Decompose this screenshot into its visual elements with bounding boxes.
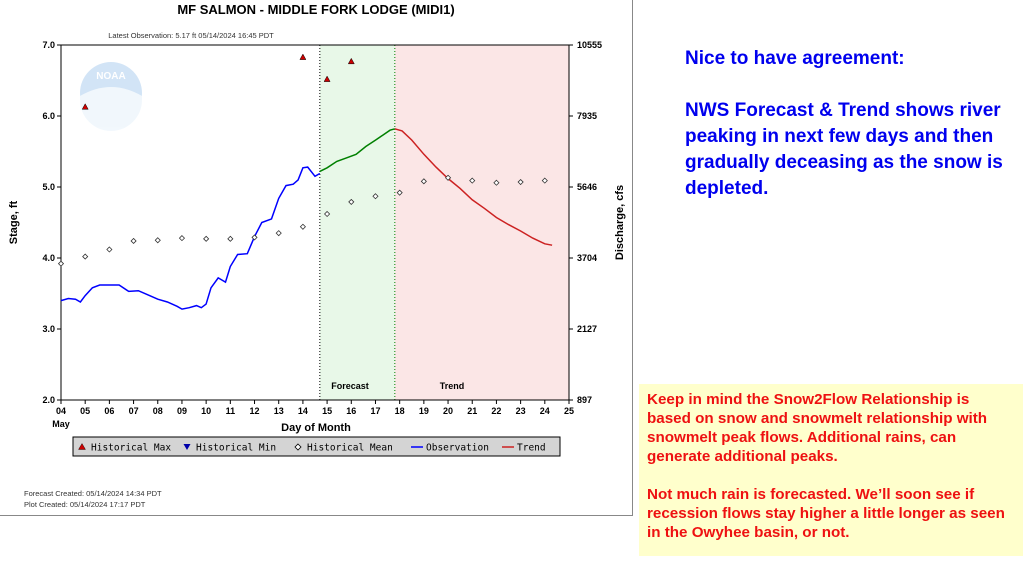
commentary-heading: Nice to have agreement: <box>685 48 905 69</box>
x-tick-label: 08 <box>153 406 163 416</box>
historical-mean-point <box>275 230 282 237</box>
hydrograph-chart: NOAA 2.0 3.0 4.0 5.0 6.0 7.0 897 2127 3704 5646 793… <box>8 2 626 509</box>
y-tick-label-right: 7935 <box>577 111 597 121</box>
historical-max-point <box>347 57 355 65</box>
month-label: May <box>52 419 70 429</box>
x-tick-label: 04 <box>56 406 66 416</box>
historical-mean-point <box>178 235 186 242</box>
noaa-logo-text: NOAA <box>96 71 125 82</box>
historical-max-point <box>323 75 331 82</box>
y-tick-label-left: 3.0 <box>42 324 55 334</box>
x-tick-label: 06 <box>104 406 114 416</box>
x-tick-label: 24 <box>540 406 550 416</box>
y-tick-label-left: 4.0 <box>42 253 55 263</box>
historical-mean-point <box>106 246 113 253</box>
historical-mean-point <box>493 179 500 186</box>
note-box: Keep in mind the Snow2Flow Relationship … <box>639 384 1023 556</box>
x-tick-label: 17 <box>370 406 380 416</box>
noaa-watermark-logo: NOAA <box>80 62 142 131</box>
forecast-series-line <box>319 128 396 173</box>
historical-mean-point <box>469 177 476 184</box>
observation-series-line <box>60 166 321 310</box>
historical-mean-point <box>396 189 403 196</box>
y-tick-label-left: 7.0 <box>42 40 55 50</box>
x-tick-label: 15 <box>322 406 332 416</box>
legend-label: Trend <box>517 443 546 454</box>
historical-mean-point <box>444 174 452 181</box>
legend-symbol-historical-mean <box>294 443 302 451</box>
historical-mean-point <box>517 178 524 186</box>
forecast-created-label: Forecast Created: 05/14/2024 14:34 PDT <box>24 489 162 498</box>
x-tick-label: 20 <box>443 406 453 416</box>
y-tick-label-right: 2127 <box>577 324 597 334</box>
historical-mean-point <box>130 237 137 245</box>
historical-max-point <box>299 53 307 60</box>
legend-label: Historical Mean <box>307 443 393 454</box>
x-tick-label: 16 <box>346 406 356 416</box>
x-tick-label: 09 <box>177 406 187 416</box>
x-tick-label: 13 <box>274 406 284 416</box>
x-tick-label: 19 <box>419 406 429 416</box>
forecast-region-label: Forecast <box>331 381 369 391</box>
historical-max-point <box>81 103 89 110</box>
historical-mean-point <box>299 223 306 230</box>
historical-mean-point <box>324 210 331 218</box>
noaa-logo-circle <box>80 62 142 124</box>
x-tick-label: 05 <box>80 406 90 416</box>
historical-mean-point <box>251 234 258 241</box>
noaa-logo-lower <box>80 87 142 131</box>
legend-symbol-historical-min <box>183 444 191 450</box>
legend-label: Historical Max <box>91 443 171 454</box>
x-tick-label: 21 <box>467 406 477 416</box>
x-axis-label: Day of Month <box>281 422 351 434</box>
x-tick-label: 10 <box>201 406 211 416</box>
trend-region <box>394 45 569 400</box>
historical-mean-point <box>227 235 234 242</box>
legend-box <box>72 436 561 457</box>
historical-mean-point <box>203 235 210 242</box>
y-tick-label-left: 2.0 <box>42 395 55 405</box>
latest-observation-label: Latest Observation: 5.17 ft 05/14/2024 1… <box>108 31 274 40</box>
chart-legend: Historical Max Historical Min Historical M… <box>72 436 561 457</box>
y-axis-label-right: Discharge, cfs <box>614 185 626 260</box>
note-paragraph-2: Not much rain is forecasted. We’ll soon … <box>647 486 1005 541</box>
y-axis-label-left: Stage, ft <box>8 200 20 244</box>
historical-mean-point <box>420 178 427 185</box>
y-tick-label-right: 10555 <box>577 40 602 50</box>
chart-panel: NOAA 2.0 3.0 4.0 5.0 6.0 7.0 897 2127 3704 5646 793… <box>0 0 633 516</box>
historical-mean-point <box>541 177 548 184</box>
legend-symbol-historical-max <box>78 443 86 450</box>
x-tick-label: 25 <box>564 406 574 416</box>
plot-created-label: Plot Created: 05/14/2024 17:17 PDT <box>24 500 146 509</box>
x-tick-label: 22 <box>491 406 501 416</box>
x-tick-label: 14 <box>298 406 308 416</box>
x-tick-label: 11 <box>226 406 236 416</box>
trend-series-line <box>394 128 553 246</box>
historical-mean-point <box>154 237 161 244</box>
y-tick-label-left: 5.0 <box>42 182 55 192</box>
y-tick-label-left: 6.0 <box>42 111 55 121</box>
x-tick-label: 07 <box>129 406 139 416</box>
trend-region-label: Trend <box>440 381 465 391</box>
y-tick-label-right: 5646 <box>577 182 597 192</box>
y-tick-label-right: 897 <box>577 395 592 405</box>
x-tick-label: 18 <box>395 406 405 416</box>
y-tick-label-right: 3704 <box>577 253 597 263</box>
historical-mean-point <box>348 198 355 205</box>
historical-mean-point <box>372 193 379 200</box>
commentary-text: Nice to have agreement: NWS Forecast & T… <box>685 46 1005 228</box>
x-tick-label: 23 <box>516 406 526 416</box>
note-paragraph-1: Keep in mind the Snow2Flow Relationship … <box>647 391 988 465</box>
chart-title: MF SALMON - MIDDLE FORK LODGE (MIDI1) <box>177 2 454 17</box>
x-tick-label: 12 <box>250 406 260 416</box>
historical-mean-point <box>57 260 65 267</box>
commentary-body: NWS Forecast & Trend shows river peaking… <box>685 100 1003 199</box>
forecast-region <box>319 45 395 400</box>
legend-label: Observation <box>426 443 489 454</box>
historical-mean-point <box>82 253 89 260</box>
plot-frame <box>60 44 570 401</box>
legend-label: Historical Min <box>196 443 276 454</box>
